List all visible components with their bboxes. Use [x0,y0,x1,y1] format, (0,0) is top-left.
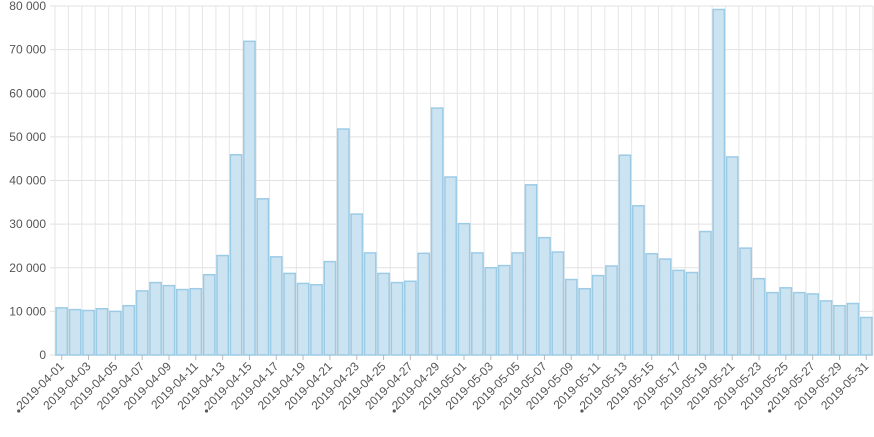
bar [323,260,337,356]
bar [55,307,69,356]
bar [471,252,484,356]
bar [310,284,323,356]
bar [739,247,752,356]
bar [189,287,203,356]
bar [444,176,457,356]
bar [82,309,95,356]
bar [122,304,136,356]
bar [725,156,739,356]
bar [417,252,431,356]
y-tick-label: 60 000 [9,86,46,100]
bar [524,184,538,356]
bar [336,128,350,356]
bar [605,265,618,356]
week-marker [768,409,772,413]
bar [283,272,297,356]
y-tick-label: 80 000 [9,0,46,13]
bar [752,277,766,356]
y-tick-label: 70 000 [9,43,46,57]
bar [135,290,149,356]
bar [511,252,525,356]
bar [176,288,189,356]
bar [229,154,243,356]
bar [484,267,498,356]
bar [792,291,806,356]
y-tick-label: 20 000 [9,261,46,275]
y-tick-label: 10 000 [9,304,46,318]
week-marker [580,409,584,413]
bar [403,280,417,356]
bar [819,300,833,356]
bar [497,264,511,356]
bar [243,40,256,356]
bar [269,256,283,356]
bar [846,302,860,356]
bar [618,154,632,356]
week-marker [17,409,21,413]
bar [779,287,793,356]
bar [685,271,699,356]
y-tick-label: 50 000 [9,130,46,144]
bar [698,230,712,356]
bar [806,293,820,356]
bar [162,284,176,356]
y-tick-label: 30 000 [9,217,46,231]
bar [645,253,659,356]
y-tick-label: 0 [39,348,46,362]
bar [430,107,444,356]
bar [377,272,390,356]
week-marker [204,409,209,413]
bar [216,254,230,356]
bar [833,304,846,356]
y-tick-label: 40 000 [9,174,46,188]
bar [95,308,109,356]
bar [672,269,685,356]
bar [712,8,726,356]
bar [578,287,592,356]
bar [149,281,162,356]
bar [538,236,551,356]
bar [363,252,377,356]
bar [350,213,364,356]
bar [859,316,873,356]
bar [256,198,270,356]
bar [296,282,310,356]
bar [658,258,672,356]
week-marker [392,409,396,413]
bar [202,273,216,356]
bar [68,308,82,356]
bar [457,222,471,356]
bar [551,251,565,356]
bar [591,274,605,356]
bar [766,291,779,356]
bar [631,205,645,356]
bar [390,281,404,356]
bar [108,310,122,356]
bar [564,278,578,356]
